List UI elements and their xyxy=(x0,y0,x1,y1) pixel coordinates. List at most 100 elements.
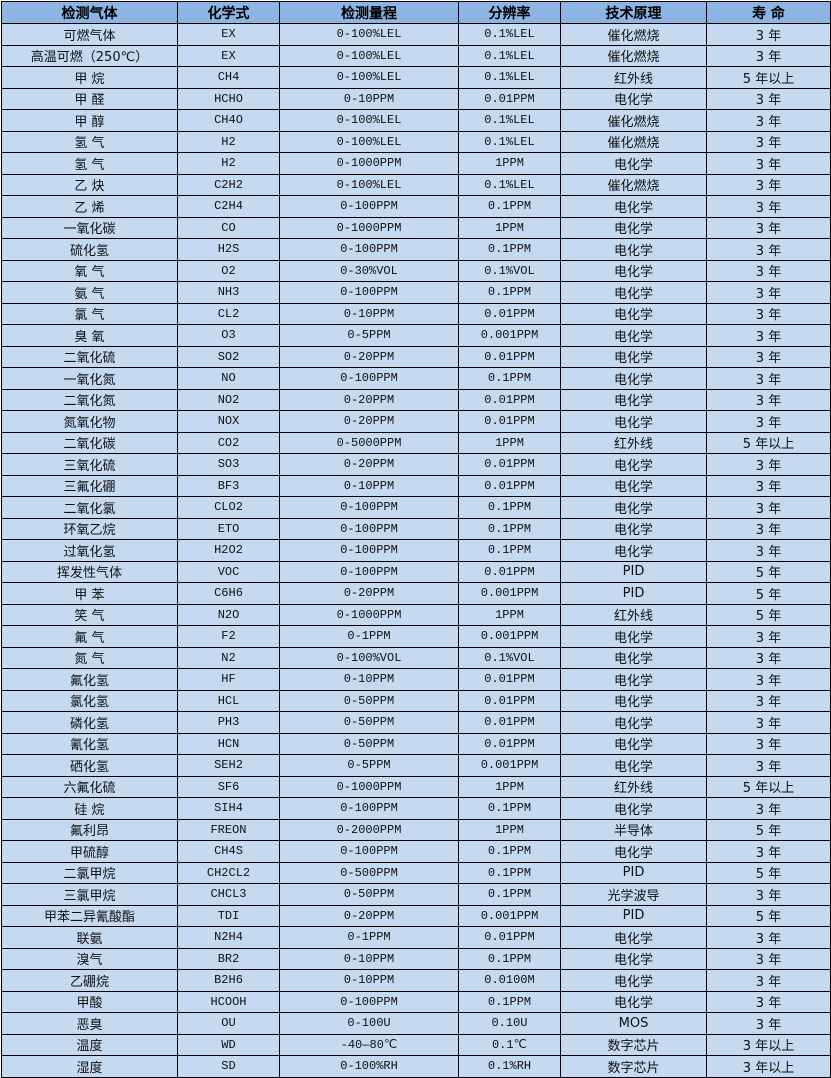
cell-resolution: 0.1PPM xyxy=(458,367,561,390)
cell-lifespan: 3 年 xyxy=(706,23,831,46)
table-row: 氧 气 O2 0-30%VOL 0.1%VOL 电化学 3 年 xyxy=(1,259,831,282)
cell-lifespan: 3 年 xyxy=(706,238,831,261)
cell-principle: PID xyxy=(560,861,707,884)
table-row: 氯 气 CL2 0-10PPM 0.01PPM 电化学 3 年 xyxy=(1,302,831,325)
cell-lifespan: 3 年 xyxy=(706,947,831,970)
cell-gas: 臭 氧 xyxy=(1,324,178,347)
cell-gas: 甲 烷 xyxy=(1,66,178,89)
cell-principle: 电化学 xyxy=(560,87,707,110)
cell-resolution: 0.01PPM xyxy=(458,302,561,325)
cell-gas: 联氨 xyxy=(1,926,178,949)
cell-principle: 电化学 xyxy=(560,152,707,175)
cell-resolution: 0.01PPM xyxy=(458,668,561,691)
cell-formula: HCN xyxy=(177,732,280,755)
cell-formula: OU xyxy=(177,1012,280,1035)
cell-gas: 三氧化硫 xyxy=(1,453,178,476)
cell-range: 0-10PPM xyxy=(279,947,459,970)
table-row: 氮氧化物 NOX 0-20PPM 0.01PPM 电化学 3 年 xyxy=(1,410,831,433)
cell-resolution: 1PPM xyxy=(458,216,561,239)
cell-range: 0-100PPM xyxy=(279,517,459,540)
cell-lifespan: 3 年以上 xyxy=(706,1055,831,1078)
cell-range: 0-50PPM xyxy=(279,883,459,906)
cell-gas: 氯化氢 xyxy=(1,689,178,712)
cell-gas: 二氧化硫 xyxy=(1,345,178,368)
cell-gas: 一氧化碳 xyxy=(1,216,178,239)
cell-principle: 电化学 xyxy=(560,517,707,540)
cell-lifespan: 3 年 xyxy=(706,324,831,347)
table-row: 氨 气 NH3 0-100PPM 0.1PPM 电化学 3 年 xyxy=(1,281,831,304)
cell-gas: 二氧化氮 xyxy=(1,388,178,411)
cell-resolution: 1PPM xyxy=(458,603,561,626)
cell-lifespan: 3 年 xyxy=(706,152,831,175)
cell-range: 0-20PPM xyxy=(279,388,459,411)
cell-lifespan: 3 年 xyxy=(706,388,831,411)
table-row: 甲 苯 C6H6 0-20PPM 0.001PPM PID 5 年 xyxy=(1,582,831,605)
cell-gas: 可燃气体 xyxy=(1,23,178,46)
cell-lifespan: 3 年 xyxy=(706,281,831,304)
cell-formula: BF3 xyxy=(177,474,280,497)
cell-formula: C6H6 xyxy=(177,582,280,605)
cell-formula: H2O2 xyxy=(177,539,280,562)
cell-lifespan: 3 年 xyxy=(706,345,831,368)
cell-formula: F2 xyxy=(177,625,280,648)
cell-lifespan: 3 年 xyxy=(706,453,831,476)
cell-range: 0-10PPM xyxy=(279,302,459,325)
cell-gas: 恶臭 xyxy=(1,1012,178,1035)
cell-formula: O3 xyxy=(177,324,280,347)
cell-principle: 电化学 xyxy=(560,238,707,261)
cell-resolution: 0.01PPM xyxy=(458,388,561,411)
cell-resolution: 0.1PPM xyxy=(458,947,561,970)
cell-formula: H2 xyxy=(177,152,280,175)
cell-range: 0-30%VOL xyxy=(279,259,459,282)
cell-principle: PID xyxy=(560,560,707,583)
cell-gas: 溴气 xyxy=(1,947,178,970)
cell-principle: 电化学 xyxy=(560,969,707,992)
cell-formula: SO3 xyxy=(177,453,280,476)
cell-lifespan: 3 年 xyxy=(706,216,831,239)
cell-lifespan: 3 年 xyxy=(706,625,831,648)
cell-range: 0-20PPM xyxy=(279,410,459,433)
cell-lifespan: 3 年 xyxy=(706,969,831,992)
cell-gas: 甲酸 xyxy=(1,990,178,1013)
cell-principle: 电化学 xyxy=(560,539,707,562)
table-row: 高温可燃（250℃） EX 0-100%LEL 0.1%LEL 催化燃烧 3 年 xyxy=(1,44,831,67)
cell-principle: 电化学 xyxy=(560,410,707,433)
cell-lifespan: 3 年 xyxy=(706,646,831,669)
table-row: 乙 炔 C2H2 0-100%LEL 0.1%LEL 催化燃烧 3 年 xyxy=(1,173,831,196)
cell-principle: 电化学 xyxy=(560,625,707,648)
cell-lifespan: 3 年 xyxy=(706,990,831,1013)
cell-resolution: 1PPM xyxy=(458,431,561,454)
cell-principle: 电化学 xyxy=(560,195,707,218)
cell-range: 0-100%LEL xyxy=(279,66,459,89)
cell-gas: 乙 烯 xyxy=(1,195,178,218)
table-row: 磷化氢 PH3 0-50PPM 0.01PPM 电化学 3 年 xyxy=(1,711,831,734)
table-row: 湿度 SD 0-100%RH 0.1%RH 数字芯片 3 年以上 xyxy=(1,1055,831,1078)
cell-range: 0-1000PPM xyxy=(279,603,459,626)
cell-formula: WD xyxy=(177,1033,280,1056)
cell-range: 0-50PPM xyxy=(279,711,459,734)
cell-gas: 三氟化硼 xyxy=(1,474,178,497)
cell-range: 0-5PPM xyxy=(279,754,459,777)
cell-gas: 氟化氢 xyxy=(1,668,178,691)
cell-lifespan: 5 年 xyxy=(706,560,831,583)
cell-resolution: 0.1%LEL xyxy=(458,173,561,196)
cell-lifespan: 3 年 xyxy=(706,367,831,390)
cell-lifespan: 5 年 xyxy=(706,603,831,626)
cell-resolution: 0.001PPM xyxy=(458,324,561,347)
cell-resolution: 0.01PPM xyxy=(458,474,561,497)
cell-principle: 电化学 xyxy=(560,668,707,691)
cell-range: 0-100PPM xyxy=(279,195,459,218)
cell-principle: PID xyxy=(560,582,707,605)
table-row: 氢 气 H2 0-1000PPM 1PPM 电化学 3 年 xyxy=(1,152,831,175)
cell-lifespan: 3 年以上 xyxy=(706,1033,831,1056)
cell-formula: HCL xyxy=(177,689,280,712)
table-row: 恶臭 OU 0-100U 0.10U MOS 3 年 xyxy=(1,1012,831,1035)
cell-lifespan: 3 年 xyxy=(706,668,831,691)
table-row: 氮 气 N2 0-100%VOL 0.1%VOL 电化学 3 年 xyxy=(1,646,831,669)
table-row: 氟利昂 FREON 0-2000PPM 1PPM 半导体 5 年 xyxy=(1,818,831,841)
cell-gas: 高温可燃（250℃） xyxy=(1,44,178,67)
cell-gas: 六氟化硫 xyxy=(1,775,178,798)
cell-gas: 过氧化氢 xyxy=(1,539,178,562)
cell-lifespan: 5 年以上 xyxy=(706,775,831,798)
